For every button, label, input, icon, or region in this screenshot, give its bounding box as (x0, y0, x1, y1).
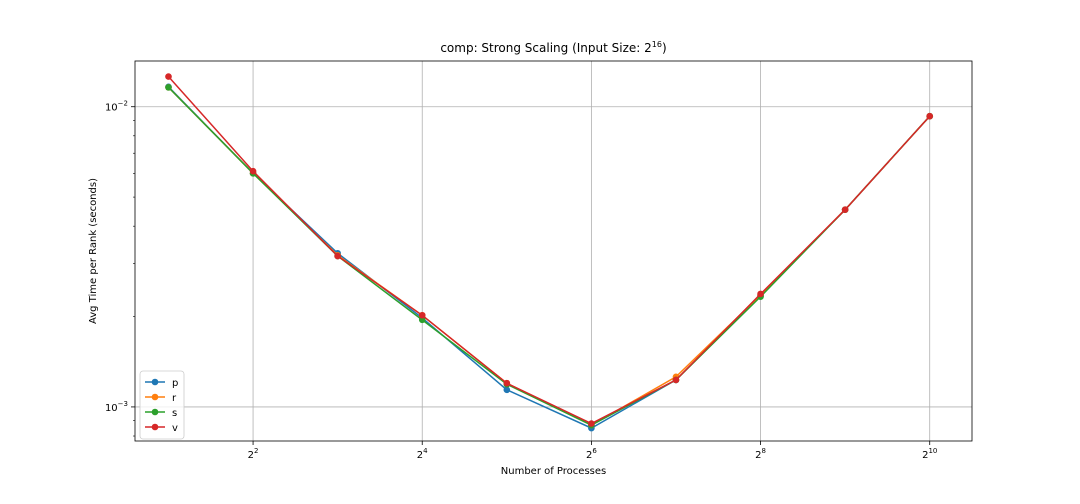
y-axis-label: Avg Time per Rank (seconds) (88, 178, 99, 324)
data-point-v (757, 290, 764, 298)
data-point-v (503, 379, 511, 387)
legend-marker (151, 393, 159, 401)
axis-ticks: 22 24 26 28 210 10−2 10−3 (105, 100, 937, 461)
grid (135, 61, 972, 441)
x-axis-label: Number of Processes (501, 466, 606, 477)
plot-frame (134, 60, 973, 442)
series-line-v (167, 76, 931, 425)
legend-item-p: p (145, 378, 178, 389)
data-point-v (165, 73, 172, 80)
y-tick-label: 10−3 (105, 400, 128, 414)
x-tick-label: 22 (248, 447, 259, 461)
data-point-s (165, 84, 172, 91)
legend-item-r: r (145, 393, 177, 404)
legend-label: s (172, 408, 177, 419)
legend-marker (151, 378, 159, 386)
legend-label: v (172, 423, 178, 434)
legend-box (139, 370, 185, 440)
series-lines (165, 73, 934, 432)
series-v (165, 73, 934, 427)
data-point-p (503, 386, 511, 394)
data-point-v (418, 311, 426, 319)
legend-marker (151, 408, 159, 416)
legend-item-v: v (145, 423, 178, 434)
data-point-v (334, 252, 341, 260)
data-point-v (926, 112, 934, 120)
legend-marker (151, 423, 159, 431)
y-tick-label: 10−2 (105, 100, 128, 114)
legend-item-s: s (145, 408, 177, 419)
x-tick-label: 24 (417, 447, 428, 461)
legend-label: r (172, 393, 177, 404)
data-point-v (588, 420, 595, 427)
x-tick-label: 26 (586, 447, 597, 461)
x-tick-label: 28 (755, 447, 766, 461)
x-tick-label: 210 (922, 447, 937, 461)
data-point-v (841, 206, 849, 213)
chart-title: comp: Strong Scaling (Input Size: 216) (440, 40, 666, 55)
data-point-v (249, 167, 257, 175)
data-point-v (672, 376, 680, 384)
legend-label: p (172, 378, 178, 389)
data-point-s (418, 316, 426, 324)
